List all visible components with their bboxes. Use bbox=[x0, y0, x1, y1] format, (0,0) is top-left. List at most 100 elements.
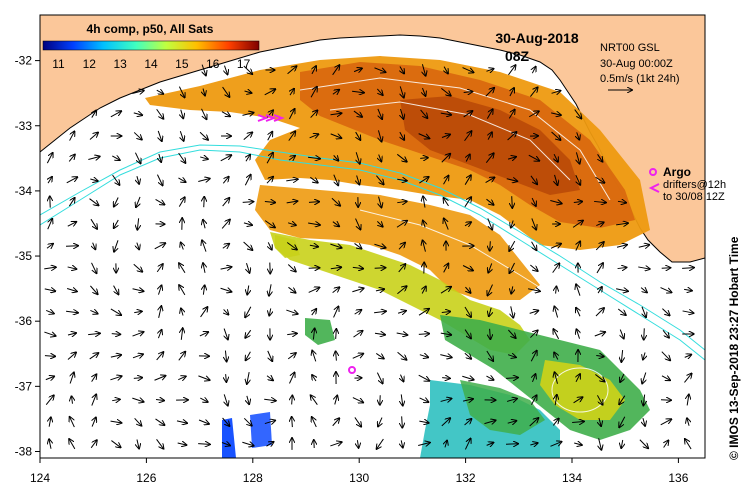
current-arrow bbox=[203, 88, 205, 96]
current-arrow bbox=[310, 176, 317, 182]
current-arrow bbox=[530, 175, 537, 184]
current-arrow bbox=[90, 310, 97, 313]
current-arrow bbox=[616, 223, 628, 225]
current-arrow bbox=[419, 355, 428, 358]
current-arrow bbox=[685, 439, 692, 450]
current-arrow bbox=[70, 372, 74, 384]
current-arrow bbox=[112, 399, 120, 400]
current-arrow bbox=[529, 418, 539, 427]
current-arrow bbox=[528, 154, 539, 161]
current-arrow bbox=[423, 196, 425, 208]
current-arrow bbox=[353, 331, 362, 338]
current-arrow bbox=[397, 286, 406, 295]
current-arrow bbox=[158, 130, 162, 141]
current-arrow bbox=[552, 263, 560, 273]
colorbar-ramp bbox=[42, 40, 260, 51]
current-arrow bbox=[402, 416, 403, 427]
x-tick-label: 134 bbox=[562, 471, 582, 485]
current-arrow bbox=[334, 155, 339, 160]
current-arrow bbox=[396, 153, 406, 161]
current-arrow bbox=[440, 333, 451, 335]
current-arrow bbox=[379, 196, 382, 208]
current-arrow bbox=[264, 89, 276, 96]
current-arrow bbox=[506, 179, 517, 181]
current-arrow bbox=[511, 306, 514, 317]
current-arrow bbox=[378, 130, 381, 141]
current-arrow bbox=[264, 201, 275, 202]
current-arrow bbox=[572, 421, 584, 422]
current-arrow bbox=[243, 65, 252, 74]
current-arrow bbox=[287, 333, 297, 334]
current-arrow bbox=[44, 289, 55, 291]
current-arrow bbox=[490, 241, 491, 250]
current-arrow bbox=[662, 330, 669, 337]
current-arrow bbox=[530, 443, 537, 445]
current-arrow bbox=[376, 88, 382, 95]
current-arrow bbox=[444, 218, 449, 230]
colorbar: 4h comp, p50, All Sats 11 12 13 14 15 16 17 bbox=[42, 22, 260, 71]
current-arrow bbox=[444, 66, 448, 74]
current-arrow bbox=[505, 444, 518, 445]
current-arrow bbox=[619, 416, 626, 427]
y-tick-label: -37 bbox=[15, 379, 33, 393]
current-arrow bbox=[289, 109, 294, 120]
current-arrow bbox=[134, 311, 142, 312]
current-arrow bbox=[400, 131, 404, 140]
current-arrow bbox=[423, 240, 426, 252]
current-arrow bbox=[398, 264, 406, 273]
current-arrow bbox=[288, 131, 295, 141]
current-arrow bbox=[200, 157, 208, 159]
current-arrow bbox=[374, 67, 385, 72]
current-arrow bbox=[198, 179, 209, 182]
current-arrow bbox=[596, 222, 603, 225]
current-arrow bbox=[639, 439, 648, 448]
current-arrow bbox=[576, 152, 579, 163]
current-arrow bbox=[530, 87, 537, 97]
current-arrow bbox=[463, 92, 473, 93]
current-arrow bbox=[377, 438, 384, 449]
current-arrow bbox=[110, 421, 122, 423]
current-arrow bbox=[198, 420, 209, 424]
current-arrow bbox=[661, 376, 670, 380]
current-arrow bbox=[220, 267, 232, 269]
current-arrow bbox=[221, 112, 230, 117]
current-arrow bbox=[440, 113, 451, 115]
drifter-track bbox=[257, 114, 285, 122]
current-arrow bbox=[292, 396, 293, 405]
current-arrow bbox=[203, 220, 205, 229]
current-arrow bbox=[69, 131, 75, 141]
current-arrow bbox=[154, 376, 166, 381]
current-arrow bbox=[156, 174, 162, 186]
current-arrow bbox=[332, 222, 339, 227]
current-arrow bbox=[286, 242, 297, 250]
x-axis: 124 126 128 130 132 134 136 bbox=[30, 458, 689, 485]
current-arrow bbox=[288, 286, 295, 292]
current-arrow bbox=[512, 196, 513, 208]
current-arrow bbox=[418, 334, 429, 335]
current-arrow bbox=[222, 198, 230, 207]
current-arrow bbox=[550, 442, 561, 447]
current-arrow bbox=[486, 198, 493, 205]
current-arrow bbox=[110, 111, 121, 118]
current-arrow bbox=[441, 418, 450, 427]
current-arrow bbox=[596, 395, 602, 404]
map-date: 30-Aug-2018 bbox=[495, 30, 578, 46]
current-arrow bbox=[269, 308, 270, 315]
current-arrow bbox=[137, 176, 139, 184]
current-arrow bbox=[616, 289, 628, 291]
current-arrow bbox=[92, 417, 96, 427]
current-arrow bbox=[464, 175, 471, 185]
current-arrow bbox=[441, 312, 450, 313]
current-arrow bbox=[550, 244, 561, 249]
current-arrow bbox=[397, 351, 407, 360]
current-arrow bbox=[67, 222, 76, 226]
current-arrow bbox=[134, 417, 142, 425]
current-arrow bbox=[266, 376, 273, 381]
y-tick-label: -35 bbox=[15, 249, 33, 263]
current-arrow bbox=[374, 244, 385, 247]
current-arrow bbox=[353, 110, 362, 117]
current-arrow bbox=[684, 355, 692, 358]
current-arrow bbox=[132, 90, 144, 93]
current-arrow bbox=[357, 175, 360, 185]
product-label: NRT00 GSL bbox=[600, 42, 660, 54]
